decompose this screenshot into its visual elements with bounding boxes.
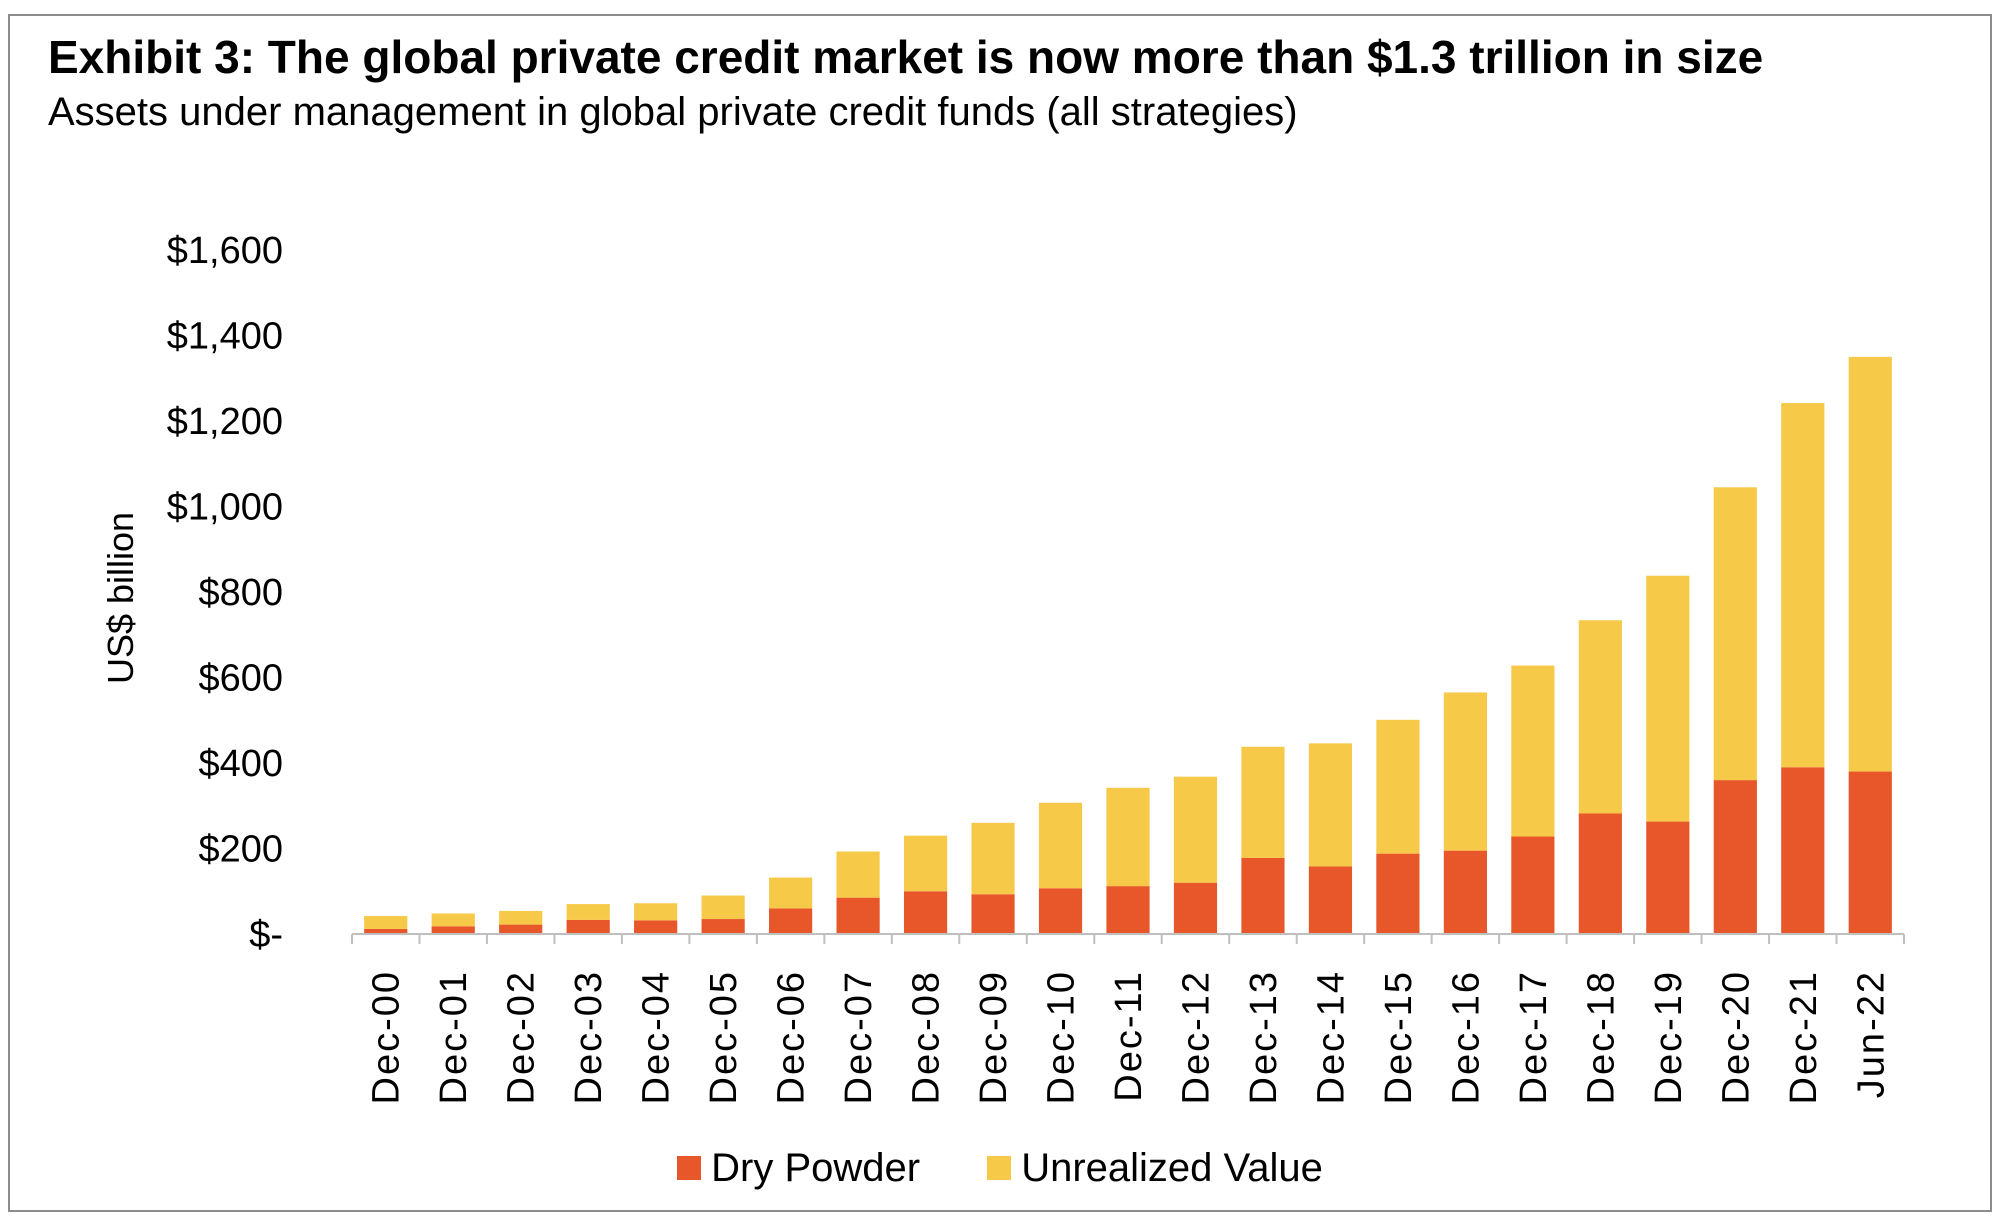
legend: Dry Powder Unrealized Value	[0, 1145, 2000, 1191]
x-tick-label: Dec-16	[1445, 970, 1487, 1105]
x-tick-label: Dec-07	[838, 970, 880, 1105]
y-tick-label: $800	[198, 572, 283, 614]
legend-label-unrealized-value: Unrealized Value	[1021, 1145, 1323, 1190]
bar-dry-powder	[431, 926, 475, 934]
x-tick-label: Dec-10	[1041, 970, 1083, 1105]
bar-dry-powder	[1308, 866, 1353, 934]
legend-label-dry-powder: Dry Powder	[711, 1145, 921, 1190]
y-tick-label: $-	[249, 914, 283, 956]
bar-dry-powder	[634, 920, 678, 934]
bar-unrealized-value	[1713, 487, 1757, 781]
bar-dry-powder	[1376, 853, 1420, 934]
bar-dry-powder	[1443, 850, 1487, 934]
x-tick-label: Dec-13	[1243, 970, 1285, 1105]
x-tick-label: Dec-08	[906, 970, 948, 1105]
bar-unrealized-value	[1646, 575, 1690, 822]
chart-subtitle: Assets under management in global privat…	[48, 90, 1298, 134]
legend-swatch-unrealized-value	[987, 1156, 1012, 1180]
y-tick-label: $1,200	[167, 401, 283, 443]
bar-unrealized-value	[1578, 620, 1622, 814]
y-axis-label: US$ billion	[100, 512, 141, 684]
bar-unrealized-value	[701, 895, 745, 920]
legend-swatch-dry-powder	[677, 1156, 702, 1180]
bar-unrealized-value	[1038, 802, 1083, 889]
x-tick-label: Jun-22	[1850, 970, 1892, 1098]
bar-dry-powder	[836, 897, 880, 934]
x-tick-label: Dec-03	[568, 970, 610, 1105]
x-axis-tick-labels: Dec-00 Dec-01 Dec-02 Dec-03 Dec-04 Dec-05 Dec-…	[366, 970, 1893, 1105]
x-tick-label: Dec-06	[771, 970, 813, 1105]
y-tick-label: $1,400	[167, 316, 283, 358]
bar-dry-powder	[769, 908, 813, 934]
bar-unrealized-value	[431, 913, 475, 927]
y-tick-label: $400	[198, 743, 283, 785]
bar-unrealized-value	[499, 910, 543, 925]
bar-dry-powder	[566, 919, 610, 934]
bar-unrealized-value	[1376, 719, 1420, 854]
bar-dry-powder	[499, 924, 543, 934]
bar-unrealized-value	[1443, 692, 1487, 851]
bar-dry-powder	[701, 919, 745, 934]
bar-unrealized-value	[1106, 787, 1150, 887]
bar-unrealized-value	[1241, 746, 1285, 858]
legend-item-unrealized-value: Unrealized Value	[987, 1146, 1323, 1191]
bar-unrealized-value	[836, 851, 880, 898]
bar-unrealized-value	[1848, 356, 1892, 772]
bar-unrealized-value	[634, 903, 678, 921]
bar-unrealized-value	[566, 904, 610, 920]
bar-dry-powder	[1646, 821, 1690, 934]
bar-unrealized-value	[971, 822, 1015, 895]
x-tick-label: Dec-18	[1580, 970, 1622, 1105]
x-tick-label: Dec-12	[1175, 970, 1217, 1105]
y-axis-ticks: $- $200 $400 $600 $800 $1,000 $1,200 $1,400 $1,6…	[167, 230, 283, 956]
bars	[364, 356, 1892, 934]
x-tick-label: Dec-00	[366, 970, 408, 1105]
bar-dry-powder	[971, 894, 1015, 934]
bar-dry-powder	[1511, 836, 1555, 934]
x-tick-label: Dec-15	[1378, 970, 1420, 1105]
bar-unrealized-value	[903, 835, 948, 892]
y-tick-label: $1,000	[167, 487, 283, 529]
bar-dry-powder	[1106, 886, 1150, 934]
y-tick-label: $200	[198, 829, 283, 871]
y-tick-label: $600	[198, 658, 283, 700]
x-tick-label: Dec-14	[1310, 970, 1352, 1105]
bar-dry-powder	[1173, 882, 1218, 934]
bar-dry-powder	[1713, 780, 1757, 934]
chart-title: Exhibit 3: The global private credit mar…	[48, 31, 1764, 83]
bar-dry-powder	[364, 928, 408, 934]
bar-dry-powder	[1241, 857, 1285, 934]
x-tick-label: Dec-04	[636, 970, 678, 1105]
bar-dry-powder	[1781, 767, 1825, 934]
x-tick-label: Dec-09	[973, 970, 1015, 1105]
x-tick-label: Dec-21	[1783, 970, 1825, 1105]
x-tick-label: Dec-11	[1108, 970, 1150, 1102]
x-tick-label: Dec-05	[703, 970, 745, 1105]
x-tick-label: Dec-02	[501, 970, 543, 1105]
bar-unrealized-value	[1511, 665, 1555, 837]
bar-dry-powder	[1848, 771, 1892, 934]
bar-dry-powder	[1578, 813, 1622, 934]
bar-unrealized-value	[1308, 743, 1353, 867]
bar-unrealized-value	[769, 877, 813, 909]
x-tick-label: Dec-20	[1715, 970, 1757, 1105]
bar-unrealized-value	[364, 916, 408, 929]
y-tick-label: $1,600	[167, 230, 283, 272]
bar-dry-powder	[1038, 888, 1083, 934]
legend-item-dry-powder: Dry Powder	[677, 1146, 920, 1191]
bar-unrealized-value	[1781, 403, 1825, 768]
x-tick-label: Dec-19	[1648, 970, 1690, 1105]
bar-unrealized-value	[1173, 776, 1218, 883]
x-tick-label: Dec-01	[433, 970, 475, 1105]
x-axis	[351, 933, 1905, 944]
bar-dry-powder	[903, 891, 948, 934]
x-tick-label: Dec-17	[1513, 970, 1555, 1105]
